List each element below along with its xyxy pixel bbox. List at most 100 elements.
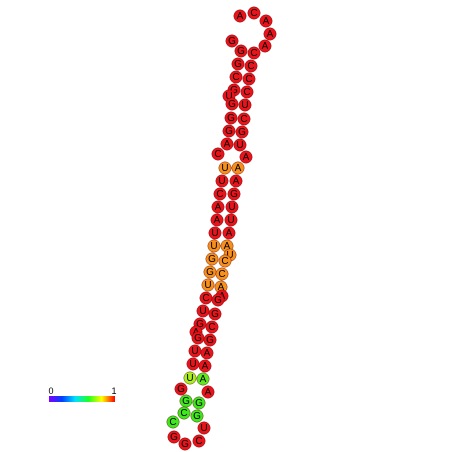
nucleotide: [258, 39, 272, 53]
nucleotide-label: A: [215, 202, 222, 213]
nucleotide-label: A: [262, 41, 269, 52]
nucleotide: [229, 70, 243, 84]
nucleotide-label: G: [238, 127, 246, 138]
nucleotide-label: U: [200, 423, 207, 434]
nucleotide-label: G: [214, 295, 222, 306]
nucleotide: [233, 9, 247, 23]
nucleotide-label: G: [193, 411, 201, 422]
nucleotide-label: C: [216, 189, 223, 200]
nucleotide-label: U: [199, 306, 206, 317]
nucleotide-label: G: [170, 432, 178, 443]
nucleotide-label: C: [250, 8, 257, 19]
nucleotide-label: C: [202, 293, 209, 304]
nucleotide: [244, 59, 258, 73]
nucleotide: [215, 174, 229, 188]
nucleotide: [211, 293, 225, 307]
nucleotide-label: C: [247, 61, 254, 72]
nucleotide-label: U: [236, 140, 243, 151]
nucleotide: [220, 137, 234, 151]
nucleotide-label: A: [224, 241, 231, 252]
nucleotide-label: G: [228, 36, 236, 47]
nucleotide-label: C: [180, 408, 187, 419]
nucleotide-label: G: [194, 333, 202, 344]
nucleotide-label: G: [182, 396, 190, 407]
nucleotide-label: C: [221, 256, 228, 267]
nucleotide-label: U: [241, 100, 248, 111]
nucleotide-label: A: [205, 387, 212, 398]
nucleotide-label: C: [250, 48, 257, 59]
nucleotide-label: C: [218, 269, 225, 280]
nucleotide: [205, 320, 219, 334]
nucleotide-label: G: [230, 85, 238, 96]
nucleotide: [222, 226, 236, 240]
nucleotide-label: A: [237, 11, 244, 22]
nucleotide: [174, 382, 188, 396]
nucleotide: [167, 430, 181, 444]
nucleotide: [201, 385, 215, 399]
nucleotide: [263, 27, 277, 41]
nucleotide: [196, 304, 210, 318]
nucleotide: [234, 44, 248, 58]
nucleotide: [218, 254, 232, 268]
nucleotide-label: C: [243, 87, 250, 98]
nucleotide: [238, 98, 252, 112]
nucleotide-label: G: [196, 319, 204, 330]
nucleotide: [259, 14, 273, 28]
nucleotide-label: G: [211, 309, 219, 320]
nucleotide-label: U: [226, 250, 233, 261]
nucleotide: [198, 359, 212, 373]
nucleotide: [225, 97, 239, 111]
nucleotide-label: U: [228, 202, 235, 213]
nucleotide: [208, 307, 222, 321]
nucleotide-label: A: [235, 163, 242, 174]
nucleotide-label: U: [227, 215, 234, 226]
nucleotide-label: G: [206, 267, 214, 278]
nucleotide-label: C: [214, 149, 221, 160]
nucleotide: [200, 346, 214, 360]
nucleotide-label: G: [181, 439, 189, 450]
nucleotide-label: C: [240, 114, 247, 125]
nucleotide-label: U: [210, 241, 217, 252]
nucleotide: [247, 46, 261, 60]
nucleotide: [237, 112, 251, 126]
nucleotide-label: G: [206, 335, 214, 346]
nucleotide-label: U: [218, 176, 225, 187]
nucleotide-label: C: [232, 72, 239, 83]
nucleotide: [231, 161, 245, 175]
nucleotide: [235, 125, 249, 139]
nucleotide: [229, 174, 243, 188]
nucleotide: [225, 200, 239, 214]
nucleotide-label: G: [230, 189, 238, 200]
nucleotide: [183, 371, 197, 385]
color-scale: [49, 396, 115, 402]
nucleotide-label: U: [186, 373, 193, 384]
nucleotide: [166, 415, 180, 429]
nucleotide: [203, 333, 217, 347]
nucleotide-label: G: [228, 99, 236, 110]
nucleotide: [242, 72, 256, 86]
nucleotide-label: A: [224, 139, 231, 150]
nucleotide-label: A: [226, 228, 233, 239]
nucleotide: [211, 200, 225, 214]
nucleotide: [227, 187, 241, 201]
nucleotide-label: G: [237, 46, 245, 57]
scale-max: 1: [111, 386, 116, 396]
scale-min: 0: [48, 386, 53, 396]
nucleotide-label: C: [208, 322, 215, 333]
nucleotide-label: C: [195, 436, 202, 447]
nucleotide-label: U: [191, 346, 198, 357]
nucleotide-label: G: [208, 254, 216, 265]
nucleotide-label: A: [267, 29, 274, 40]
nucleotide-label: G: [225, 126, 233, 137]
nucleotide: [192, 434, 206, 448]
nucleotide: [177, 406, 191, 420]
nucleotide: [215, 267, 229, 281]
nucleotide: [205, 252, 219, 266]
nucleotide-label: U: [189, 359, 196, 370]
nucleotide-label: C: [169, 417, 176, 428]
nucleotide-label: U: [221, 163, 228, 174]
nucleotide-label: A: [233, 176, 240, 187]
